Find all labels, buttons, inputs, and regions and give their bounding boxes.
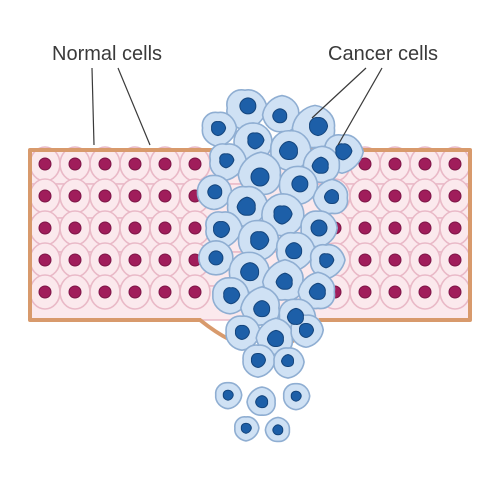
normal-nucleus	[419, 190, 431, 202]
normal-nucleus	[189, 222, 201, 234]
cancer-nucleus	[254, 301, 270, 317]
normal-nucleus	[39, 190, 51, 202]
normal-nucleus	[389, 286, 401, 298]
normal-nucleus	[39, 222, 51, 234]
normal-nucleus	[99, 222, 111, 234]
normal-nucleus	[419, 158, 431, 170]
normal-nucleus	[69, 254, 81, 266]
normal-nucleus	[159, 254, 171, 266]
label-normal-cells: Normal cells	[52, 43, 162, 65]
cancer-nucleus	[286, 243, 302, 259]
cancer-nucleus	[311, 220, 327, 236]
normal-nucleus	[159, 222, 171, 234]
normal-nucleus	[449, 190, 461, 202]
normal-nucleus	[129, 254, 141, 266]
normal-nucleus	[39, 254, 51, 266]
normal-nucleus	[359, 222, 371, 234]
normal-nucleus	[389, 190, 401, 202]
normal-nucleus	[129, 222, 141, 234]
normal-nucleus	[419, 222, 431, 234]
normal-nucleus	[159, 158, 171, 170]
normal-nucleus	[129, 158, 141, 170]
normal-nucleus	[449, 254, 461, 266]
cancer-nucleus	[273, 109, 287, 123]
normal-nucleus	[159, 286, 171, 298]
cancer-nucleus	[212, 122, 226, 136]
cancer-nucleus	[223, 390, 233, 400]
normal-nucleus	[189, 158, 201, 170]
normal-nucleus	[69, 286, 81, 298]
cancer-nucleus	[251, 168, 269, 186]
normal-nucleus	[389, 222, 401, 234]
normal-nucleus	[69, 190, 81, 202]
cancer-nucleus	[292, 176, 308, 192]
normal-nucleus	[449, 222, 461, 234]
label-cancer-cells: Cancer cells	[328, 43, 438, 65]
normal-nucleus	[419, 254, 431, 266]
cancer-nucleus	[208, 185, 222, 199]
cancer-nucleus	[241, 263, 259, 281]
normal-nucleus	[359, 286, 371, 298]
normal-nucleus	[99, 286, 111, 298]
cancer-nucleus	[209, 251, 223, 265]
normal-nucleus	[419, 286, 431, 298]
cancer-nucleus	[291, 391, 301, 401]
normal-nucleus	[39, 158, 51, 170]
cancer-nucleus	[240, 98, 256, 114]
normal-nucleus	[99, 158, 111, 170]
cancer-nucleus	[273, 425, 283, 435]
cancer-nucleus	[256, 396, 268, 408]
normal-nucleus	[99, 190, 111, 202]
normal-nucleus	[389, 254, 401, 266]
cancer-nucleus	[281, 354, 293, 366]
normal-nucleus	[359, 254, 371, 266]
normal-nucleus	[129, 190, 141, 202]
normal-nucleus	[449, 158, 461, 170]
normal-nucleus	[359, 190, 371, 202]
normal-nucleus	[69, 158, 81, 170]
normal-nucleus	[129, 286, 141, 298]
normal-nucleus	[449, 286, 461, 298]
normal-nucleus	[189, 286, 201, 298]
cell-diagram: Normal cells Cancer cells	[0, 0, 500, 500]
normal-nucleus	[69, 222, 81, 234]
normal-nucleus	[389, 158, 401, 170]
normal-nucleus	[39, 286, 51, 298]
normal-nucleus	[159, 190, 171, 202]
normal-nucleus	[99, 254, 111, 266]
cancer-nucleus	[241, 423, 251, 433]
